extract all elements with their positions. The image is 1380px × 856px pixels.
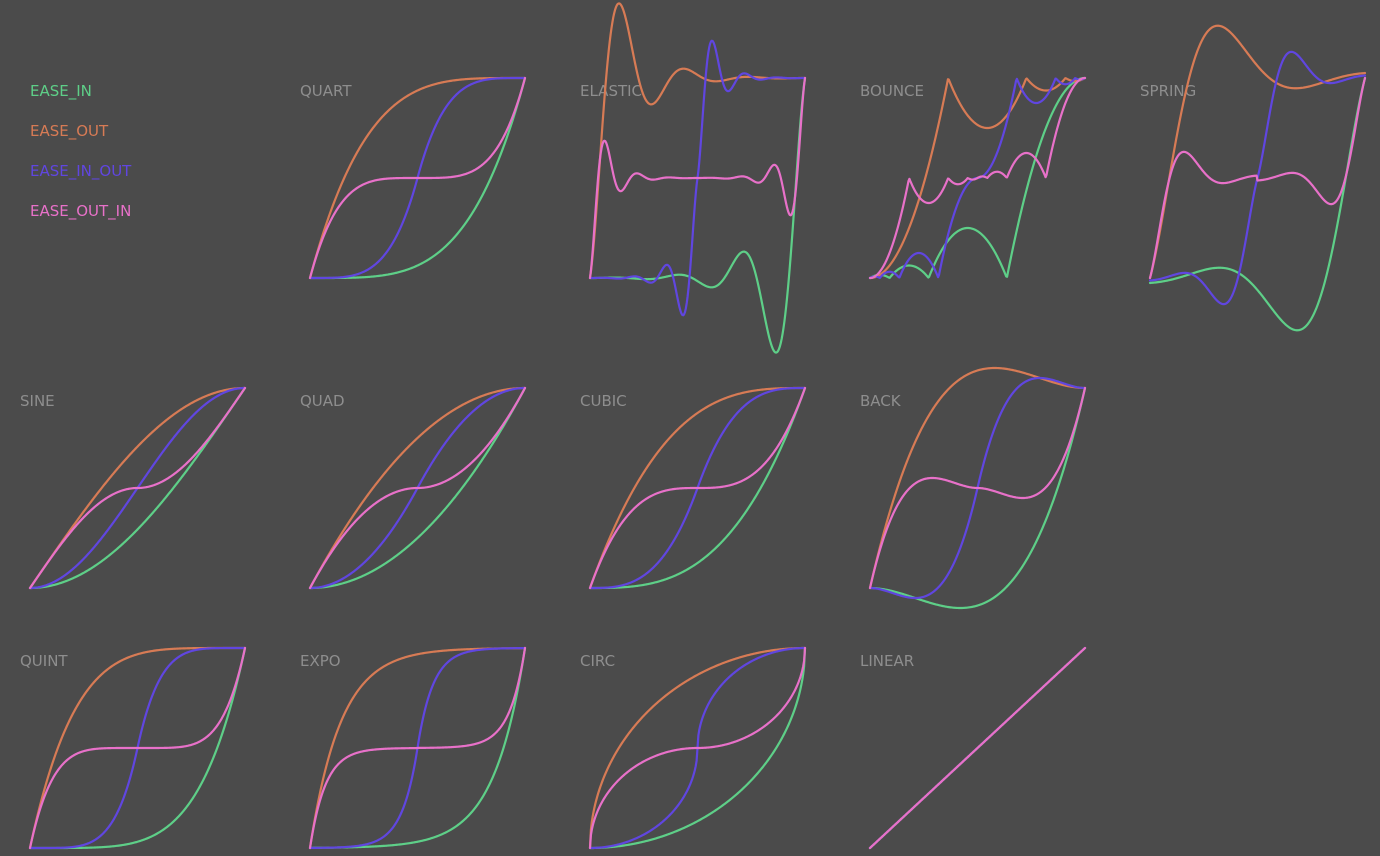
elastic-ease-out-curve [588, 2, 807, 280]
cubic-ease-out-in-curve [588, 386, 807, 590]
expo-ease-out-in-curve [308, 646, 527, 850]
panel-sine: SINE [20, 386, 247, 590]
elastic-ease-out-in-curve [588, 76, 807, 280]
panel-title-back: BACK [860, 392, 902, 410]
bounce-ease-out-in-curve [868, 76, 1087, 280]
circ-ease-out-in-curve [588, 646, 807, 850]
quad-ease-in-curve [308, 386, 527, 590]
spring-ease-in-curve [1148, 76, 1367, 332]
panel-title-bounce: BOUNCE [860, 82, 924, 100]
panel-title-cubic: CUBIC [580, 392, 627, 410]
panel-quad: QUAD [300, 386, 527, 590]
legend: EASE_IN EASE_OUT EASE_IN_OUT EASE_OUT_IN [30, 82, 132, 221]
quint-ease-out-in-curve [28, 646, 247, 850]
circ-ease-in-curve [588, 646, 807, 850]
cubic-ease-in-curve [588, 386, 807, 590]
panel-back: BACK [860, 366, 1087, 610]
legend-ease-in-out: EASE_IN_OUT [30, 162, 132, 181]
legend-ease-out: EASE_OUT [30, 122, 109, 141]
panel-cubic: CUBIC [580, 386, 807, 590]
panel-elastic: ELASTIC [580, 2, 807, 354]
quad-ease-out-in-curve [308, 386, 527, 590]
panel-title-sine: SINE [20, 392, 55, 410]
back-ease-out-in-curve [868, 386, 1087, 590]
panel-quart: QUART [300, 76, 527, 280]
panel-title-circ: CIRC [580, 652, 615, 670]
panel-title-linear: LINEAR [860, 652, 914, 670]
elastic-ease-in-curve [588, 76, 807, 354]
panel-spring: SPRING [1140, 24, 1367, 332]
legend-ease-in: EASE_IN [30, 82, 92, 101]
legend-ease-out-in: EASE_OUT_IN [30, 202, 131, 221]
spring-ease-out-in-curve [1148, 76, 1367, 280]
quad-ease-out-curve [308, 386, 527, 590]
cubic-ease-out-curve [588, 386, 807, 590]
panel-expo: EXPO [300, 646, 527, 850]
panel-title-expo: EXPO [300, 652, 341, 670]
panel-bounce: BOUNCE [860, 76, 1087, 280]
back-ease-out-curve [868, 366, 1087, 590]
panel-quint: QUINT [20, 646, 247, 850]
spring-ease-out-curve [1148, 24, 1367, 280]
panel-title-spring: SPRING [1140, 82, 1196, 100]
quart-ease-out-in-curve [308, 76, 527, 280]
circ-ease-out-curve [588, 646, 807, 850]
linear-ease-out-in-curve [868, 646, 1087, 850]
panel-title-quart: QUART [300, 82, 352, 100]
back-ease-in-curve [868, 386, 1087, 610]
panel-title-elastic: ELASTIC [580, 82, 642, 100]
panel-circ: CIRC [580, 646, 807, 850]
panel-title-quint: QUINT [20, 652, 68, 670]
panel-title-quad: QUAD [300, 392, 345, 410]
sine-ease-out-in-curve [28, 386, 247, 590]
panel-linear: LINEAR [860, 646, 1087, 850]
